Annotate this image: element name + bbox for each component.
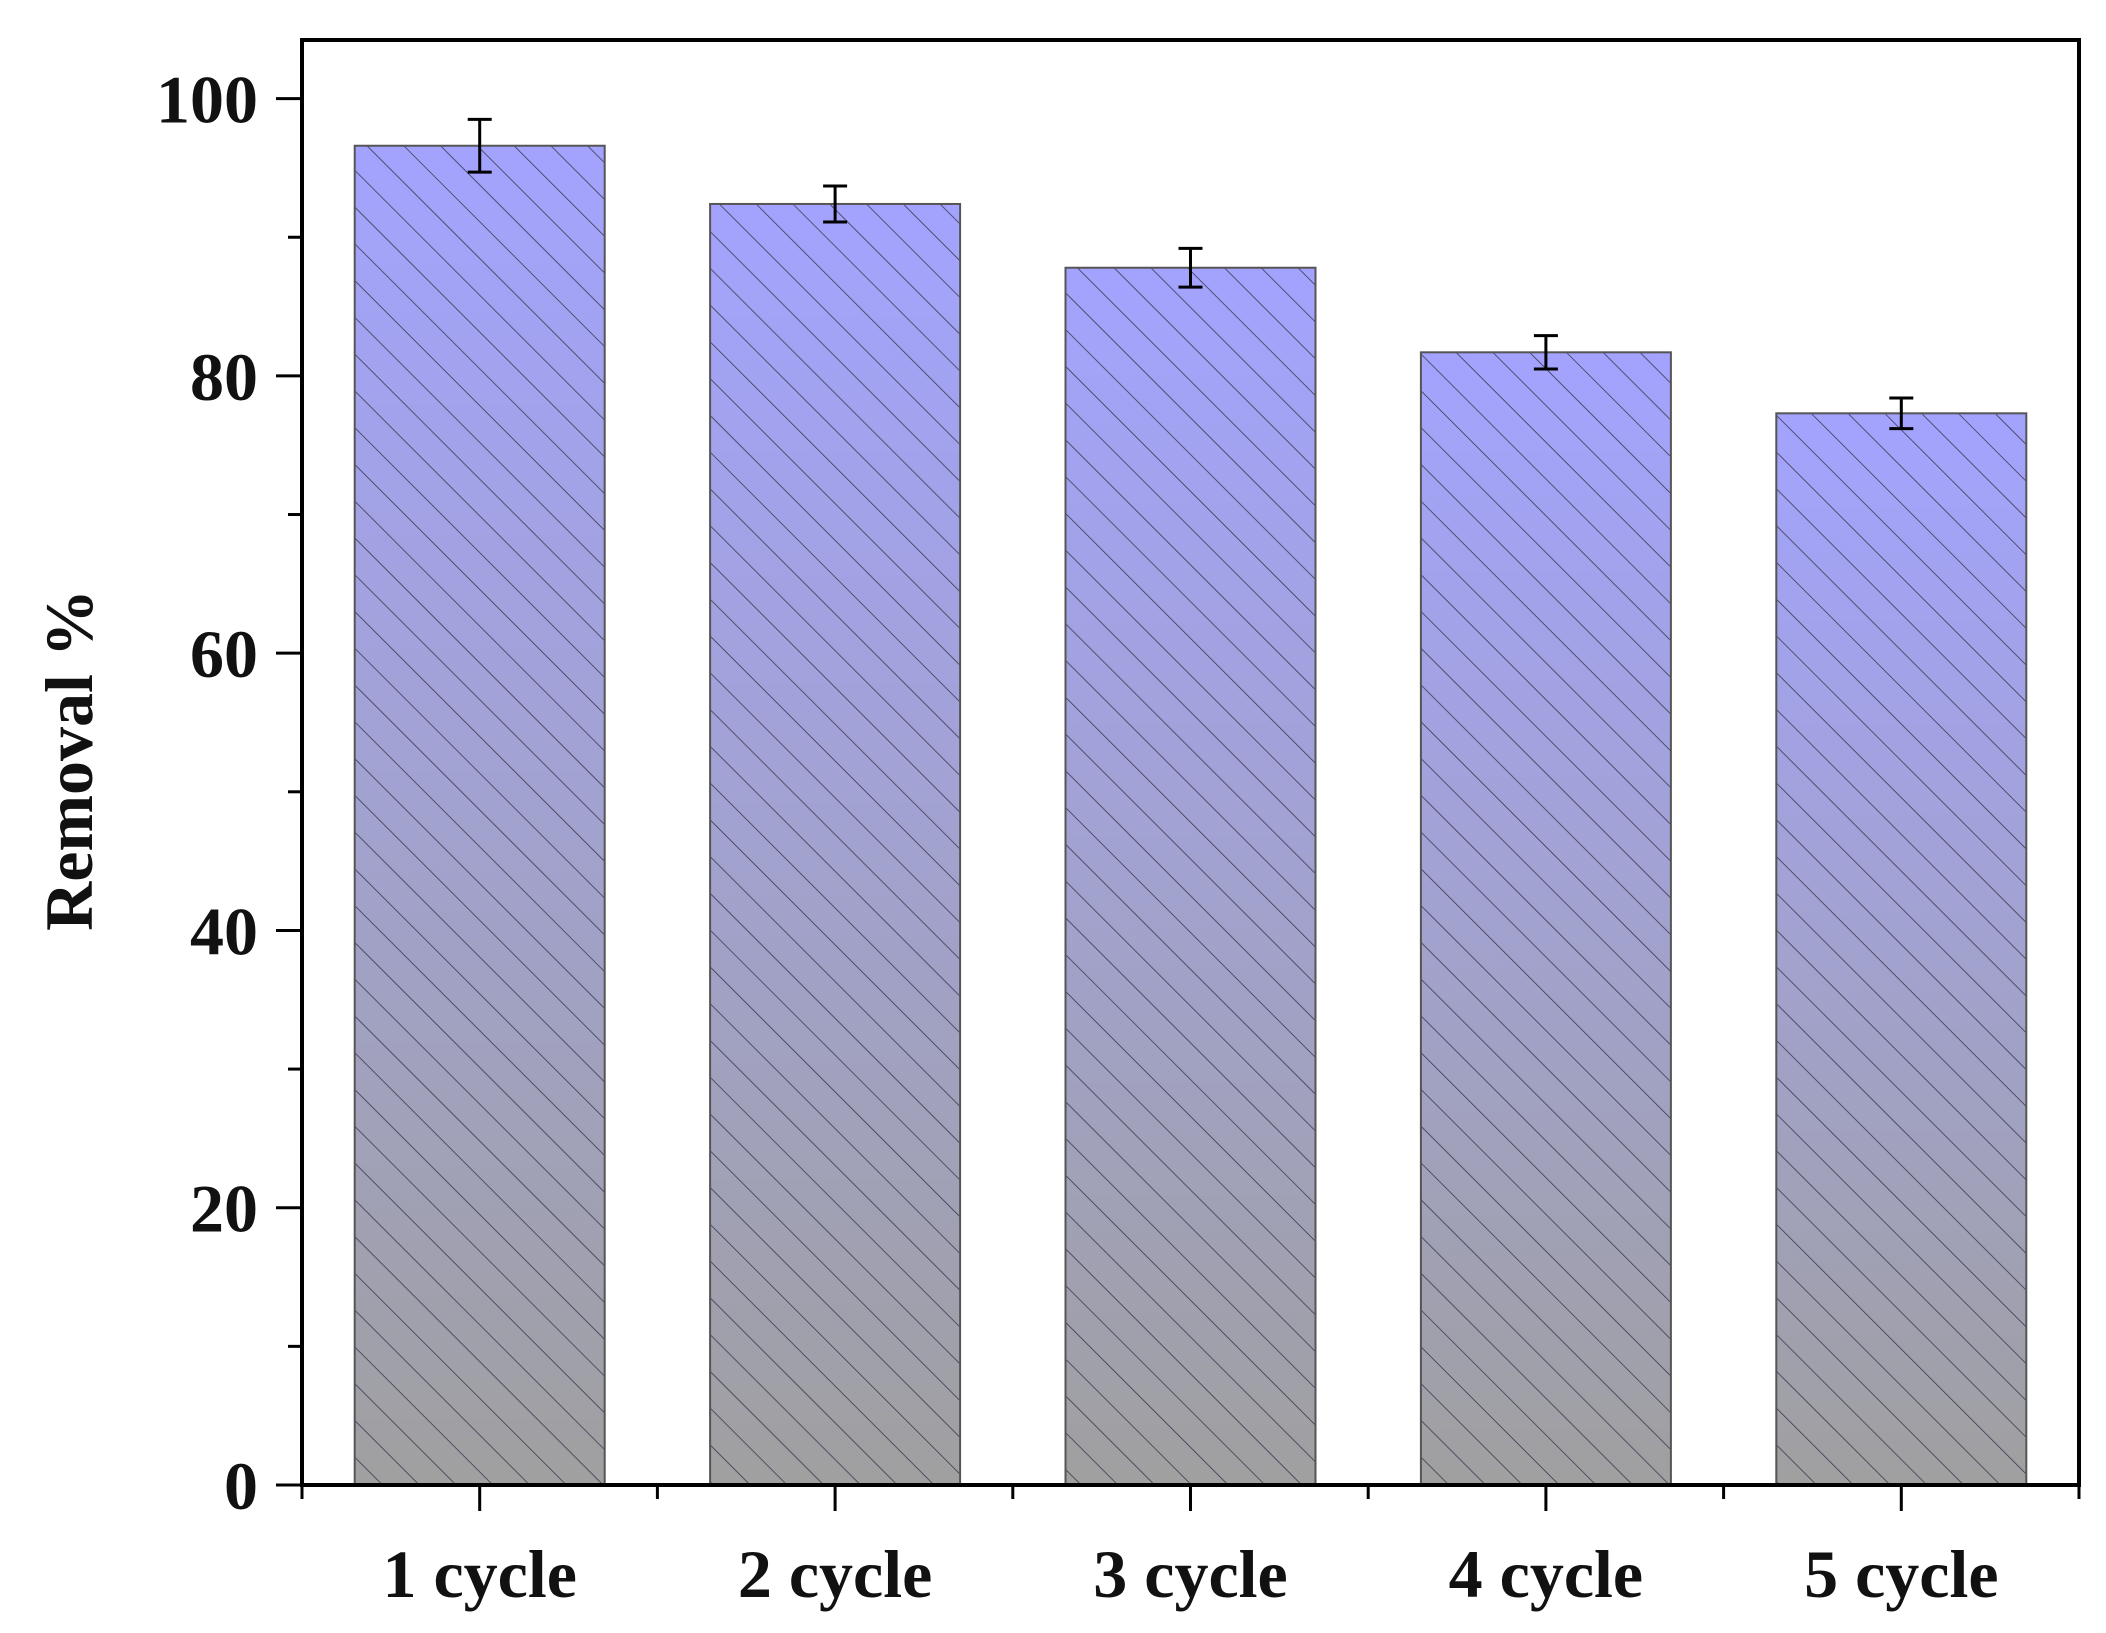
bars-layer — [353, 117, 2028, 1487]
bar-hatch — [1419, 351, 1672, 1487]
y-tick-label: 100 — [156, 62, 258, 138]
y-tick-label: 20 — [190, 1171, 258, 1247]
x-tick-label: 1 cycle — [382, 1536, 576, 1612]
y-axis-label: Removal % — [31, 589, 107, 931]
y-tick-label: 60 — [190, 616, 258, 692]
bar-hatch — [1775, 412, 2028, 1487]
x-tick-label: 2 cycle — [738, 1536, 932, 1612]
x-tick-label: 4 cycle — [1449, 1536, 1643, 1612]
bar-hatch — [709, 202, 962, 1486]
bar-hatch — [353, 144, 606, 1487]
y-tick-label: 40 — [190, 893, 258, 969]
bar-hatch — [1064, 266, 1317, 1486]
y-tick-label: 0 — [224, 1448, 258, 1524]
x-tick-label: 5 cycle — [1804, 1536, 1998, 1612]
axes-layer: 1 cycle 2 cycle 3 cycle 4 cycle 5 cycle 0 20 40… — [156, 62, 2081, 1612]
x-tick-label: 3 cycle — [1093, 1536, 1287, 1612]
y-tick-label: 80 — [190, 339, 258, 415]
